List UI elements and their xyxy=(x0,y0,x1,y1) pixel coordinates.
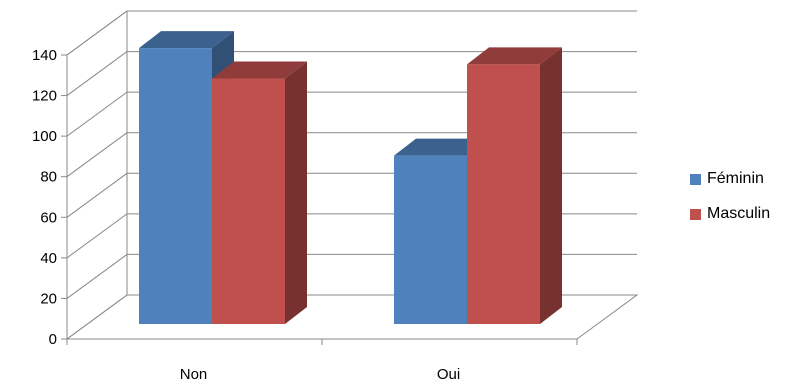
legend: Féminin Masculin xyxy=(690,168,770,238)
bar-top-face xyxy=(139,31,234,49)
bar-front-face xyxy=(394,155,467,324)
bar-front-face xyxy=(212,78,285,325)
legend-swatch-feminin xyxy=(690,173,701,185)
gridline-side-40 xyxy=(66,213,128,259)
gridline-side-100 xyxy=(66,91,128,137)
gridline-side-80 xyxy=(66,132,128,178)
y-tick-label-140: 140 xyxy=(32,47,57,64)
axes xyxy=(61,54,578,345)
bar-top-face xyxy=(394,138,489,156)
bar-front-face xyxy=(467,64,540,324)
y-tick-labels: 0 20 40 60 80 100 120 140 xyxy=(32,47,57,348)
bars xyxy=(139,31,562,325)
y-tick-label-120: 120 xyxy=(32,88,57,105)
gridline-side-120 xyxy=(66,51,128,96)
gridline-side-20 xyxy=(66,254,128,299)
gridline-side-140 xyxy=(66,10,128,56)
bar-Oui-Féminin xyxy=(394,138,489,324)
y-tick-label-0: 0 xyxy=(49,331,57,348)
y-tick-label-100: 100 xyxy=(32,128,57,145)
chart-walls xyxy=(66,10,128,295)
gridline-side-60 xyxy=(66,172,128,218)
bar-front-face xyxy=(139,48,212,324)
bar-top-face xyxy=(212,61,307,79)
legend-item-feminin: Féminin xyxy=(690,168,770,190)
x-tick-label-Non: Non xyxy=(180,366,208,383)
legend-label-masculin: Masculin xyxy=(707,205,771,222)
bar-side-face xyxy=(540,47,562,324)
legend-item-masculin: Masculin xyxy=(690,203,770,225)
y-tick-label-40: 40 xyxy=(40,250,57,267)
bar-Non-Masculin xyxy=(212,61,307,325)
y-tick-label-60: 60 xyxy=(40,209,57,226)
category-labels: Non Oui xyxy=(180,366,460,383)
bar-top-face xyxy=(467,47,562,65)
legend-swatch-masculin xyxy=(690,208,701,220)
x-tick-label-Oui: Oui xyxy=(437,366,460,383)
bar-Oui-Masculin xyxy=(467,47,562,324)
legend-label-feminin: Féminin xyxy=(707,170,764,187)
y-tick-label-20: 20 xyxy=(40,290,57,307)
bar-side-face xyxy=(285,61,307,325)
y-tick-label-80: 80 xyxy=(40,169,57,186)
